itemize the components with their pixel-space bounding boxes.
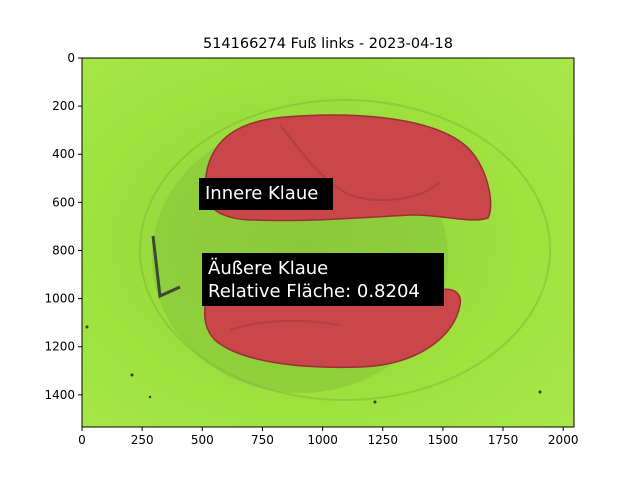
- outer-claw-label-box: [202, 253, 444, 306]
- y-tick-label: 200: [52, 99, 75, 113]
- marker-stick: [151, 235, 181, 299]
- debris: [130, 373, 134, 377]
- x-tick-label: 750: [251, 433, 274, 447]
- outer-claw-detail: [229, 319, 341, 331]
- y-tick-label: 1200: [44, 340, 75, 354]
- debris: [373, 400, 377, 404]
- outer-claw-label: Äußere Klaue: [208, 258, 328, 279]
- y-axis-ticks: 0 200 400 600 800 1000 1200 1400: [44, 51, 82, 402]
- ring-outline: [139, 99, 551, 401]
- y-tick-label: 0: [67, 51, 75, 65]
- inner-claw-label-box: [199, 178, 333, 210]
- hoof-photo: [82, 58, 574, 427]
- debris: [85, 325, 89, 329]
- inner-claw-detail: [279, 124, 441, 202]
- axes-frame: [81, 57, 575, 428]
- x-tick-label: 1000: [307, 433, 338, 447]
- x-tick-label: 250: [131, 433, 154, 447]
- figure-title: 514166274 Fuß links - 2023-04-18: [203, 36, 453, 52]
- x-tick-label: 1500: [428, 433, 459, 447]
- debris: [538, 390, 542, 394]
- inner-claw-label: Innere Klaue: [205, 183, 318, 204]
- relative-area-label: Relative Fläche: 0.8204: [208, 281, 420, 302]
- x-axis-ticks: 0 250 500 750 1000 1250 1500 1750 2000: [78, 427, 578, 447]
- x-tick-label: 1250: [367, 433, 398, 447]
- y-tick-label: 1000: [44, 292, 75, 306]
- inner-claw-annotation: Innere Klaue: [199, 178, 333, 210]
- x-tick-label: 2000: [548, 433, 579, 447]
- y-tick-label: 800: [52, 243, 75, 257]
- debris: [148, 395, 152, 399]
- x-tick-label: 1750: [488, 433, 519, 447]
- y-tick-label: 600: [52, 195, 75, 209]
- outer-claw-annotation: Äußere Klaue Relative Fläche: 0.8204: [202, 253, 444, 306]
- y-tick-label: 1400: [44, 388, 75, 402]
- x-tick-label: 0: [78, 433, 86, 447]
- y-tick-label: 400: [52, 147, 75, 161]
- x-tick-label: 500: [191, 433, 214, 447]
